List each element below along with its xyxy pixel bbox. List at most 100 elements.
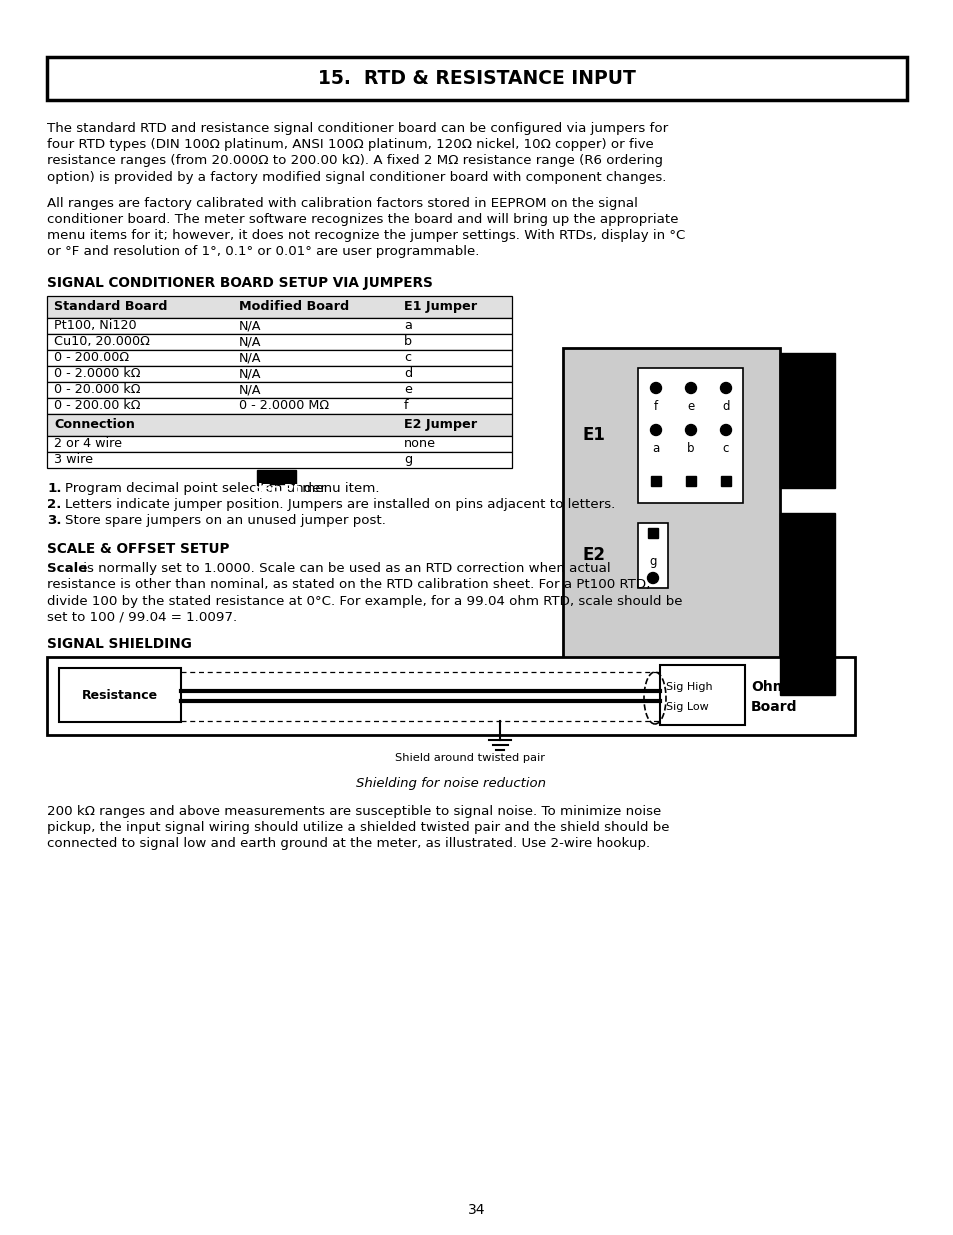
Text: option) is provided by a factory modified signal conditioner board with componen: option) is provided by a factory modifie… [47, 170, 666, 184]
Text: Sig Low: Sig Low [665, 701, 708, 713]
Text: E2 Jumper: E2 Jumper [403, 419, 476, 431]
Text: dEc.Pt: dEc.Pt [253, 483, 300, 496]
Text: b: b [403, 335, 412, 348]
Bar [659, 664, 744, 725]
Circle shape [647, 573, 658, 583]
Text: 0 - 2.0000 kΩ: 0 - 2.0000 kΩ [54, 367, 140, 380]
Bar [650, 475, 660, 487]
Bar [47, 382, 512, 398]
Text: 15.  RTD & RESISTANCE INPUT: 15. RTD & RESISTANCE INPUT [317, 69, 636, 88]
Bar [256, 469, 296, 484]
Text: menu item.: menu item. [298, 482, 379, 494]
Text: N/A: N/A [239, 351, 261, 364]
Bar [647, 529, 658, 538]
Text: set to 100 / 99.04 = 1.0097.: set to 100 / 99.04 = 1.0097. [47, 611, 237, 624]
Text: SIGNAL CONDITIONER BOARD SETUP VIA JUMPERS: SIGNAL CONDITIONER BOARD SETUP VIA JUMPE… [47, 275, 433, 289]
Circle shape [685, 425, 696, 436]
Bar [47, 414, 512, 436]
Bar [47, 452, 512, 468]
Text: c: c [403, 351, 411, 364]
Text: Store spare jumpers on an unused jumper post.: Store spare jumpers on an unused jumper … [65, 514, 386, 527]
Text: e: e [687, 399, 694, 412]
Text: menu items for it; however, it does not recognize the jumper settings. With RTDs: menu items for it; however, it does not … [47, 230, 684, 242]
Text: d: d [403, 367, 412, 380]
Text: none: none [403, 437, 436, 450]
Bar [47, 398, 512, 414]
Bar [47, 366, 512, 382]
Text: f: f [403, 399, 408, 412]
Text: SCALE & OFFSET SETUP: SCALE & OFFSET SETUP [47, 542, 229, 556]
Circle shape [685, 383, 696, 394]
Text: divide 100 by the stated resistance at 0°C. For example, for a 99.04 ohm RTD, sc: divide 100 by the stated resistance at 0… [47, 594, 681, 608]
Text: a: a [652, 441, 659, 454]
Text: is normally set to 1.0000. Scale can be used as an RTD correction when actual: is normally set to 1.0000. Scale can be … [79, 562, 610, 576]
Text: Modified Board: Modified Board [239, 300, 349, 314]
Bar [59, 668, 181, 722]
Text: resistance is other than nominal, as stated on the RTD calibration sheet. For a : resistance is other than nominal, as sta… [47, 578, 650, 592]
Text: 0 - 200.00 kΩ: 0 - 200.00 kΩ [54, 399, 140, 412]
Circle shape [720, 425, 731, 436]
Text: N/A: N/A [239, 383, 261, 396]
Bar [562, 348, 780, 700]
Text: N/A: N/A [239, 319, 261, 332]
Text: Sig High: Sig High [665, 682, 712, 692]
Text: f: f [653, 399, 658, 412]
Bar [47, 317, 512, 333]
Text: g: g [649, 555, 656, 568]
Text: or °F and resolution of 1°, 0.1° or 0.01° are user programmable.: or °F and resolution of 1°, 0.1° or 0.01… [47, 246, 479, 258]
Circle shape [650, 425, 660, 436]
Bar [685, 475, 696, 487]
Text: Cu10, 20.000Ω: Cu10, 20.000Ω [54, 335, 150, 348]
Text: 3.: 3. [47, 514, 61, 527]
Text: b: b [686, 441, 694, 454]
Text: Ohms: Ohms [750, 680, 795, 694]
Text: N/A: N/A [239, 367, 261, 380]
Text: 200 kΩ ranges and above measurements are susceptible to signal noise. To minimiz: 200 kΩ ranges and above measurements are… [47, 805, 660, 818]
Text: 2 or 4 wire: 2 or 4 wire [54, 437, 122, 450]
Text: Pt100, Ni120: Pt100, Ni120 [54, 319, 136, 332]
Text: e: e [403, 383, 412, 396]
Bar [638, 522, 667, 588]
Text: The standard RTD and resistance signal conditioner board can be configured via j: The standard RTD and resistance signal c… [47, 122, 667, 135]
Text: 0 - 200.00Ω: 0 - 200.00Ω [54, 351, 129, 364]
Text: Standard Board: Standard Board [54, 300, 168, 314]
Bar [47, 350, 512, 366]
Text: Scale: Scale [47, 562, 88, 576]
Bar [720, 475, 730, 487]
Text: Resistance: Resistance [82, 688, 158, 701]
Text: Shield around twisted pair: Shield around twisted pair [395, 753, 545, 763]
Bar [47, 436, 512, 452]
Text: four RTD types (DIN 100Ω platinum, ANSI 100Ω platinum, 120Ω nickel, 10Ω copper) : four RTD types (DIN 100Ω platinum, ANSI … [47, 138, 653, 151]
Text: N/A: N/A [239, 335, 261, 348]
Bar [47, 295, 512, 317]
Text: d: d [721, 399, 729, 412]
Bar [47, 657, 854, 735]
Bar [47, 333, 512, 350]
Text: Shielding for noise reduction: Shielding for noise reduction [355, 777, 545, 790]
Bar [638, 368, 742, 503]
Text: 0 - 2.0000 MΩ: 0 - 2.0000 MΩ [239, 399, 329, 412]
Bar [780, 513, 834, 695]
Text: Program decimal point selection under: Program decimal point selection under [65, 482, 330, 494]
Text: a: a [403, 319, 412, 332]
Text: E2: E2 [582, 547, 605, 564]
Text: 1.: 1. [47, 482, 61, 494]
Text: Connection: Connection [54, 419, 134, 431]
Text: c: c [722, 441, 728, 454]
Text: resistance ranges (from 20.000Ω to 200.00 kΩ). A fixed 2 MΩ resistance range (R6: resistance ranges (from 20.000Ω to 200.0… [47, 154, 662, 168]
Text: E1 Jumper: E1 Jumper [403, 300, 476, 314]
Circle shape [650, 383, 660, 394]
Bar [47, 57, 906, 100]
Text: g: g [403, 453, 412, 466]
Text: pickup, the input signal wiring should utilize a shielded twisted pair and the s: pickup, the input signal wiring should u… [47, 821, 669, 834]
Text: Letters indicate jumper position. Jumpers are installed on pins adjacent to lett: Letters indicate jumper position. Jumper… [65, 498, 615, 511]
Text: conditioner board. The meter software recognizes the board and will bring up the: conditioner board. The meter software re… [47, 212, 678, 226]
Bar [780, 353, 834, 488]
Text: 34: 34 [468, 1203, 485, 1216]
Text: 3 wire: 3 wire [54, 453, 92, 466]
Circle shape [720, 383, 731, 394]
Text: 2.: 2. [47, 498, 61, 511]
Text: 0 - 20.000 kΩ: 0 - 20.000 kΩ [54, 383, 140, 396]
Text: Board: Board [750, 700, 797, 714]
Text: E1: E1 [582, 426, 605, 445]
